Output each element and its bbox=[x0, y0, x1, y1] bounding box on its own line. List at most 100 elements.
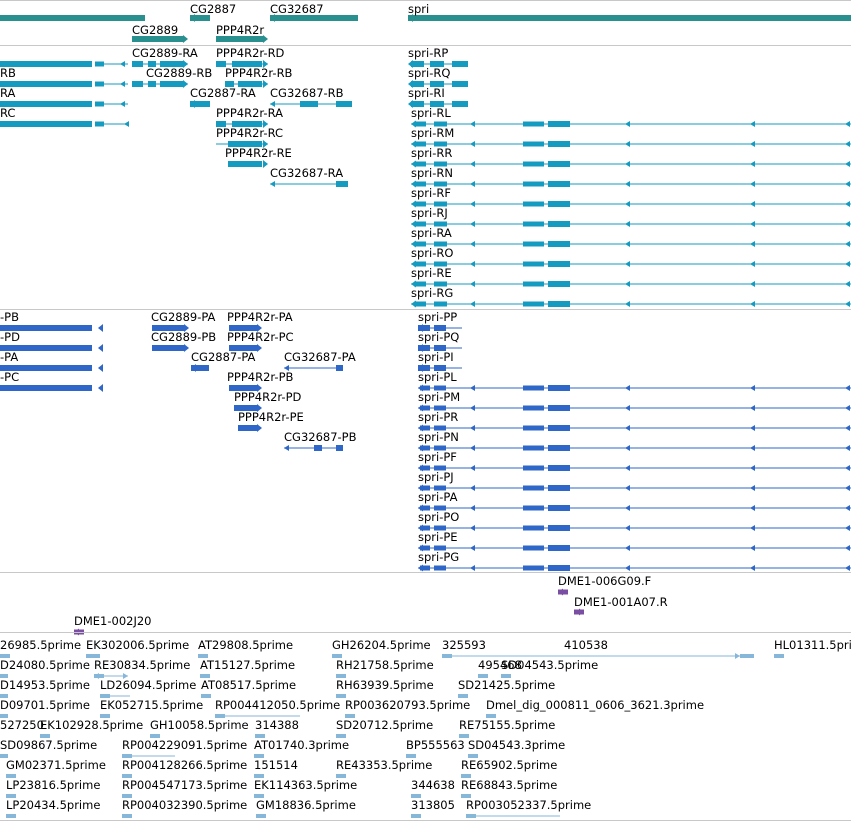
feature-label[interactable]: RA bbox=[0, 86, 16, 100]
feature-label[interactable]: CG32687-RB bbox=[270, 86, 344, 100]
feature-label[interactable]: spri-PP bbox=[418, 310, 458, 324]
feature-label[interactable]: RE68843.5prime bbox=[461, 778, 558, 792]
feature-label[interactable]: EK114363.5prime bbox=[254, 778, 358, 792]
feature-label[interactable]: 495468 bbox=[478, 658, 522, 672]
feature-label[interactable]: -PB bbox=[0, 310, 19, 324]
feature-label[interactable]: PPP4R2r-RA bbox=[216, 106, 283, 120]
feature-label[interactable]: PPP4R2r-PA bbox=[227, 310, 293, 324]
feature-label[interactable]: CG2889-PA bbox=[151, 310, 216, 324]
feature-label[interactable]: CG2889-RA bbox=[132, 46, 198, 60]
feature-label[interactable]: SD04543.5prime bbox=[501, 658, 599, 672]
feature-label[interactable]: PPP4R2r-RC bbox=[216, 126, 284, 140]
feature-label[interactable]: Dmel_dig_000811_0606_3621.3prime bbox=[486, 698, 705, 712]
feature-label[interactable]: spri-PE bbox=[418, 530, 458, 544]
feature-label[interactable]: CG2889-PB bbox=[151, 330, 217, 344]
feature-label[interactable]: spri-RE bbox=[411, 266, 452, 280]
feature-label[interactable]: GM02371.5prime bbox=[6, 758, 106, 772]
feature-label[interactable]: PPP4R2r-PE bbox=[238, 410, 304, 424]
feature-label[interactable]: DME1-006G09.F bbox=[558, 574, 652, 588]
feature-label[interactable]: HL01311.5prime bbox=[774, 638, 851, 652]
feature-label[interactable]: AT15127.5prime bbox=[200, 658, 296, 672]
feature-label[interactable]: 410538 bbox=[564, 638, 608, 652]
feature-label[interactable]: CG32687-PB bbox=[284, 430, 357, 444]
feature-label[interactable]: RE30834.5prime bbox=[94, 658, 191, 672]
feature-label[interactable]: CG2887-PA bbox=[191, 350, 256, 364]
feature-label[interactable]: AT29808.5prime bbox=[198, 638, 294, 652]
feature-label[interactable]: spri-PQ bbox=[418, 330, 460, 344]
feature-label[interactable]: AT01740.3prime bbox=[254, 738, 350, 752]
feature-label[interactable]: spri-PM bbox=[418, 390, 461, 404]
feature-label[interactable]: RP003620793.5prime bbox=[345, 698, 471, 712]
feature-label[interactable]: CG32687 bbox=[270, 2, 324, 16]
feature-label[interactable]: CG2889 bbox=[132, 23, 179, 37]
feature-label[interactable]: RE65902.5prime bbox=[461, 758, 558, 772]
feature-label[interactable]: RE75155.5prime bbox=[459, 718, 556, 732]
feature-label[interactable]: DME1-001A07.R bbox=[574, 595, 668, 609]
feature-label[interactable]: spri-RP bbox=[408, 46, 449, 60]
feature-label[interactable]: PPP4R2r-PC bbox=[227, 330, 294, 344]
feature-label[interactable]: spri-PR bbox=[418, 410, 459, 424]
feature-label[interactable]: BP555563 bbox=[406, 738, 465, 752]
feature-label[interactable]: RB bbox=[0, 66, 16, 80]
feature-label[interactable]: 527250 bbox=[0, 718, 44, 732]
feature-label[interactable]: SD04543.3prime bbox=[468, 738, 566, 752]
feature-label[interactable]: RE43353.5prime bbox=[336, 758, 433, 772]
feature-label[interactable]: -PA bbox=[0, 350, 19, 364]
feature-label[interactable]: EK052715.5prime bbox=[100, 698, 204, 712]
feature-label[interactable]: 325593 bbox=[442, 638, 486, 652]
feature-label[interactable]: PPP4R2r-RB bbox=[225, 66, 293, 80]
feature-label[interactable]: spri-PG bbox=[418, 550, 460, 564]
feature-label[interactable]: GM18836.5prime bbox=[256, 798, 356, 812]
feature-label[interactable]: PPP4R2r-PD bbox=[234, 390, 302, 404]
feature-label[interactable]: RC bbox=[0, 106, 16, 120]
feature-label[interactable]: spri-PL bbox=[418, 370, 457, 384]
feature-label[interactable]: GH26204.5prime bbox=[332, 638, 431, 652]
feature-label[interactable]: spri-RO bbox=[411, 246, 454, 260]
feature-label[interactable]: spri-PN bbox=[418, 430, 459, 444]
feature-label[interactable]: 151514 bbox=[254, 758, 298, 772]
feature-label[interactable]: spri-PA bbox=[418, 490, 458, 504]
feature-label[interactable]: CG32687-RA bbox=[270, 166, 344, 180]
feature-label[interactable]: spri-RR bbox=[411, 146, 453, 160]
feature-label[interactable]: RH63939.5prime bbox=[336, 678, 434, 692]
feature-label[interactable]: EK302006.5prime bbox=[86, 638, 190, 652]
feature-label[interactable]: -PC bbox=[0, 370, 20, 384]
feature-label[interactable]: SD09867.5prime bbox=[0, 738, 98, 752]
feature-label[interactable]: spri-PF bbox=[418, 450, 457, 464]
feature-label[interactable]: D24080.5prime bbox=[0, 658, 90, 672]
feature-label[interactable]: SD20712.5prime bbox=[336, 718, 434, 732]
feature-label[interactable]: PPP4R2r-PB bbox=[227, 370, 294, 384]
feature-label[interactable]: spri-PJ bbox=[418, 470, 454, 484]
feature-label[interactable]: 344638 bbox=[411, 778, 455, 792]
feature-label[interactable]: RH21758.5prime bbox=[336, 658, 434, 672]
feature-label[interactable]: LP23816.5prime bbox=[6, 778, 101, 792]
feature-label[interactable]: D09701.5prime bbox=[0, 698, 90, 712]
feature-label[interactable]: 313805 bbox=[411, 798, 455, 812]
feature-label[interactable]: spri-RN bbox=[411, 166, 453, 180]
feature-label[interactable]: spri-PO bbox=[418, 510, 460, 524]
feature-label[interactable]: LD26094.5prime bbox=[100, 678, 197, 692]
feature-label[interactable]: spri-RJ bbox=[411, 206, 448, 220]
feature-label[interactable]: RP004412050.5prime bbox=[215, 698, 341, 712]
feature-label[interactable]: -PD bbox=[0, 330, 20, 344]
feature-label[interactable]: spri-RM bbox=[411, 126, 455, 140]
feature-label[interactable]: spri bbox=[408, 2, 430, 16]
feature-label[interactable]: CG32687-PA bbox=[284, 350, 356, 364]
feature-label[interactable]: RP003052337.5prime bbox=[466, 798, 592, 812]
feature-label[interactable]: EK102928.5prime bbox=[40, 718, 144, 732]
feature-label[interactable]: PPP4R2r-RE bbox=[225, 146, 292, 160]
feature-label[interactable]: spri-RL bbox=[411, 106, 451, 120]
feature-label[interactable]: RP004229091.5prime bbox=[122, 738, 248, 752]
feature-label[interactable]: spri-RG bbox=[411, 286, 454, 300]
feature-label[interactable]: RP004547173.5prime bbox=[122, 778, 248, 792]
feature-label[interactable]: spri-RF bbox=[411, 186, 451, 200]
feature-label[interactable]: AT08517.5prime bbox=[201, 678, 297, 692]
feature-label[interactable]: spri-PI bbox=[418, 350, 454, 364]
feature-label[interactable]: GH10058.5prime bbox=[150, 718, 249, 732]
feature-label[interactable]: PPP4R2r-RD bbox=[216, 46, 285, 60]
feature-label[interactable]: D14953.5prime bbox=[0, 678, 90, 692]
feature-label[interactable]: RP004128266.5prime bbox=[122, 758, 248, 772]
feature-label[interactable]: 314388 bbox=[255, 718, 299, 732]
feature-label[interactable]: spri-RI bbox=[408, 86, 445, 100]
feature-label[interactable]: CG2889-RB bbox=[146, 66, 213, 80]
